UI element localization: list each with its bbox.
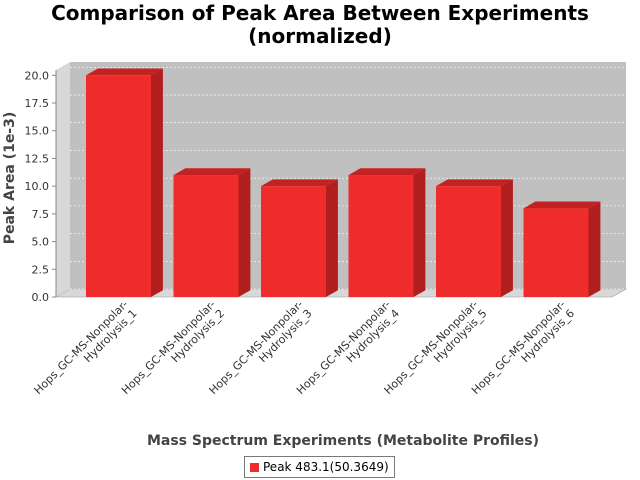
x-axis-label: Mass Spectrum Experiments (Metabolite Pr… [147,433,539,449]
legend-swatch [250,462,259,472]
bar-top [261,179,338,187]
chart-title: Comparison of Peak Area Between Experime… [0,2,640,48]
bars [86,68,601,298]
bar-front [173,175,239,297]
bar [261,179,338,297]
bar-side [588,201,601,297]
bar [348,168,426,297]
bar-top [348,168,426,176]
bar [436,179,513,297]
x-tick-label-line: Hops_GC-MS-Nonpolar- [32,298,131,397]
bar-side [326,179,338,297]
chart-title-line2: (normalized) [248,24,392,48]
legend: Peak 483.1(50.3649) [244,456,395,478]
bar-top [436,179,513,187]
bar [173,168,251,297]
bar-front [348,175,414,297]
y-tick-label: 20.0 [25,69,50,82]
y-tick-label: 15.0 [25,125,50,138]
bar [523,201,601,297]
y-axis-label: Peak Area (1e-3) [2,112,18,245]
bar-front [436,186,501,297]
y-tick-label: 12.5 [25,152,50,165]
x-tick-labels: Hops_GC-MS-Nonpolar-Hydrolysis_1Hops_GC-… [32,298,577,397]
y-tick-label: 0.0 [32,291,50,304]
bar-top [86,68,163,76]
y-tick-label: 2.5 [32,263,50,276]
bar [86,68,163,298]
bar-side [413,168,426,297]
bar-side [151,68,163,297]
bar-front [523,208,589,297]
bar-top [523,201,601,209]
bar-front [261,186,326,297]
legend-label: Peak 483.1(50.3649) [263,460,389,474]
bar-side [501,179,513,297]
y-axis: 0.0 2.5 5.0 7.5 10.0 12.5 15.0 17.5 20.0 [25,69,57,304]
chart-title-line1: Comparison of Peak Area Between Experime… [51,1,589,25]
y-tick-label: 10.0 [25,180,50,193]
y-tick-label: 5.0 [32,236,50,249]
bar-top [173,168,251,176]
bar-front [86,75,151,298]
plot-left-wall [56,62,70,297]
y-tick-label: 7.5 [32,208,50,221]
y-tick-label: 17.5 [25,97,50,110]
bar-side [238,168,251,297]
